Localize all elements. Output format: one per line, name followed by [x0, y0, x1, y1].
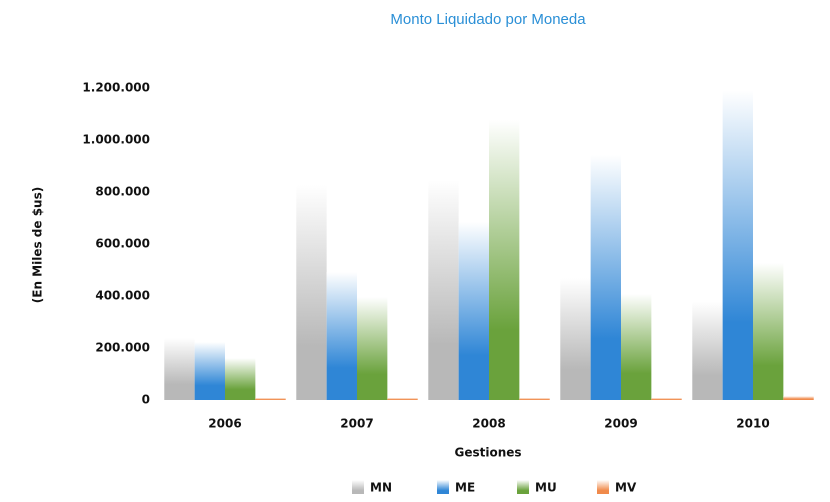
x-tick-label: 2007 — [340, 417, 373, 431]
y-tick-label: 1.200.000 — [82, 81, 150, 95]
bar — [692, 301, 723, 400]
bar — [489, 119, 520, 400]
x-tick-label: 2006 — [208, 417, 241, 431]
bar — [458, 221, 489, 400]
bar — [753, 262, 784, 400]
y-axis-label: (En Miles de $us) — [31, 187, 45, 303]
y-tick-label: 0 — [142, 393, 150, 407]
y-tick-label: 600.000 — [95, 237, 150, 251]
bar — [560, 278, 591, 400]
bar — [255, 397, 286, 400]
bar — [326, 272, 357, 400]
legend-label: ME — [455, 481, 475, 495]
bar — [722, 90, 753, 400]
bar — [783, 396, 814, 400]
bar — [590, 155, 621, 400]
y-tick-label: 200.000 — [95, 341, 150, 355]
bar — [519, 397, 550, 400]
legend-swatch — [437, 480, 449, 494]
bar — [621, 293, 652, 400]
bar — [357, 297, 388, 400]
x-tick-label: 2008 — [472, 417, 505, 431]
bar — [428, 180, 459, 400]
bar — [296, 184, 327, 400]
legend-swatch — [597, 480, 609, 494]
bar — [164, 338, 195, 400]
bar — [194, 342, 225, 400]
legend-swatch — [517, 480, 529, 494]
y-tick-label: 1.000.000 — [82, 133, 150, 147]
bar — [387, 397, 418, 400]
y-tick-label: 400.000 — [95, 289, 150, 303]
x-tick-label: 2010 — [736, 417, 769, 431]
legend-label: MU — [535, 481, 557, 495]
bar — [651, 397, 682, 400]
y-tick-label: 800.000 — [95, 185, 150, 199]
x-tick-label: 2009 — [604, 417, 637, 431]
x-axis-label: Gestiones — [454, 446, 521, 460]
legend-swatch — [352, 480, 364, 494]
legend-label: MN — [370, 481, 392, 495]
bar — [225, 358, 256, 400]
chart-title: Monto Liquidado por Moneda — [390, 11, 586, 28]
legend-label: MV — [615, 481, 637, 495]
